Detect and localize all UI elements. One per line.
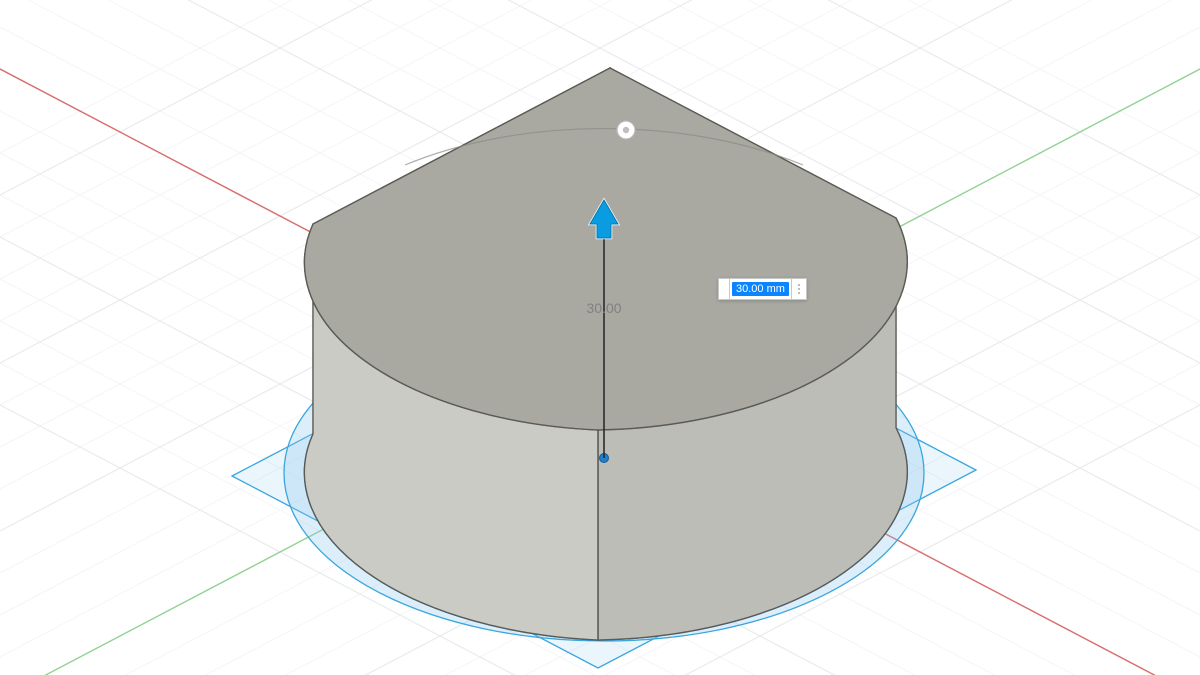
cad-viewport[interactable]: 30.00 30.00 mm [0,0,1200,675]
input-value-selected[interactable]: 30.00 mm [732,282,789,296]
input-menu-dots[interactable] [792,278,807,300]
input-left-tab [718,278,729,300]
extrude-preview-body[interactable] [304,68,907,640]
solid-top-face [304,68,907,430]
input-field[interactable]: 30.00 mm [729,278,792,300]
scene-svg [0,0,1200,675]
manipulator-ring-handle[interactable] [617,121,635,139]
extrude-distance-input[interactable]: 30.00 mm [718,278,807,300]
